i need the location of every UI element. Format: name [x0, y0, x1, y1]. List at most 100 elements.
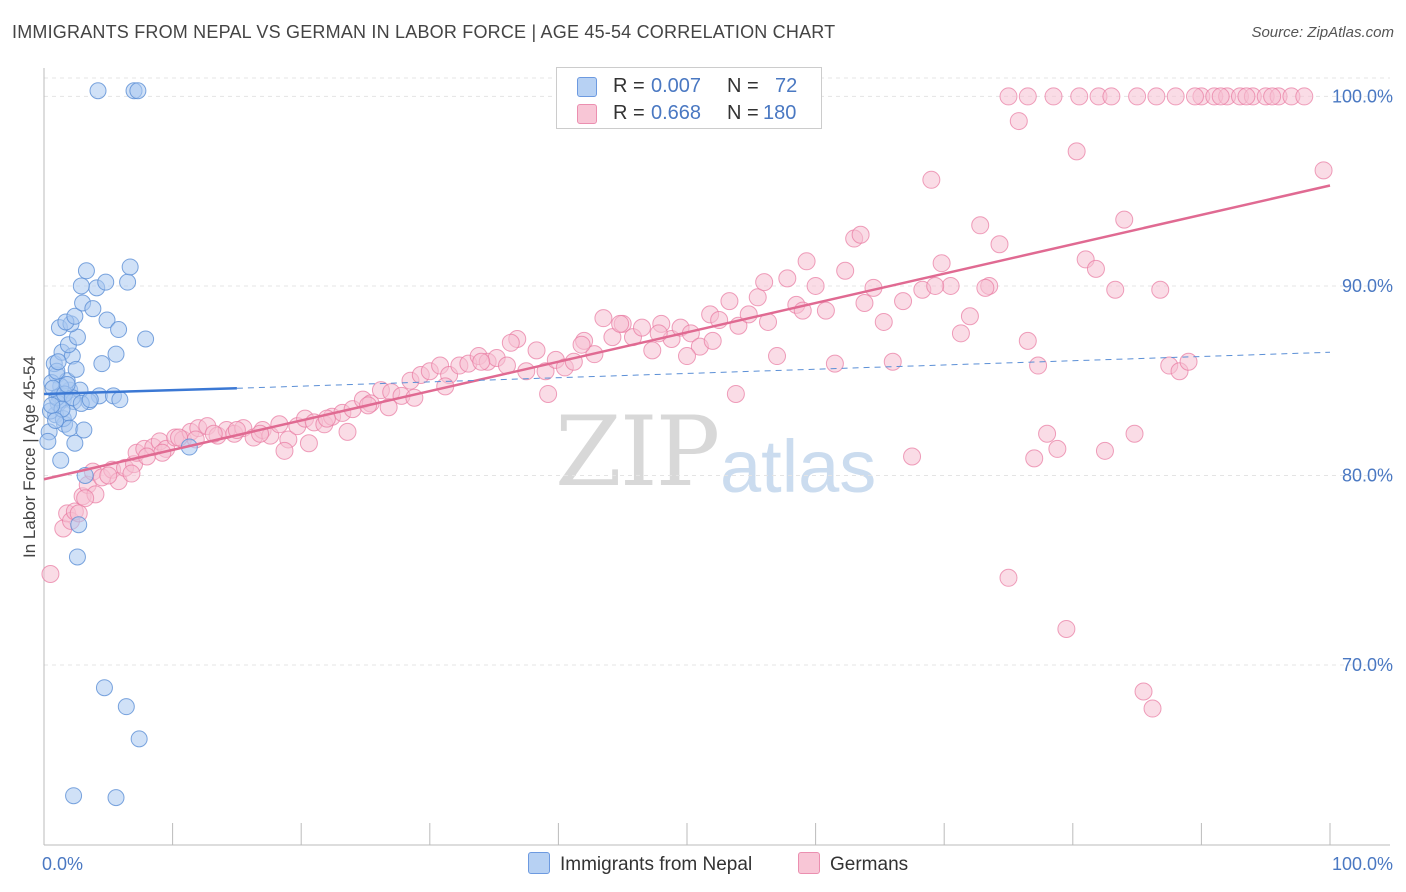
germans-points	[41, 87, 1333, 718]
nepal-point	[97, 273, 115, 291]
germans-point	[338, 422, 357, 441]
germans-point	[926, 276, 945, 295]
nepal-point	[117, 698, 135, 716]
germans-point	[1151, 280, 1170, 299]
y-tick-label: 100.0%	[1332, 86, 1393, 106]
germans-point	[1009, 112, 1028, 131]
germans-point	[1211, 87, 1230, 106]
germans-point	[1143, 699, 1162, 718]
legend-r-label: R =	[613, 75, 645, 97]
germans-point	[1147, 87, 1166, 106]
germans-point	[755, 273, 774, 292]
germans-point	[1128, 87, 1147, 106]
watermark-zip: ZIP	[555, 396, 720, 508]
germans-point	[1018, 331, 1037, 350]
germans-point	[941, 276, 960, 295]
nepal-point	[66, 434, 84, 452]
y-tick-label: 80.0%	[1342, 465, 1393, 485]
germans-point	[703, 331, 722, 350]
nepal-point	[61, 419, 79, 437]
germans-point	[1295, 87, 1314, 106]
germans-point	[1263, 87, 1282, 106]
legend-n-value: 72	[775, 75, 798, 97]
nepal-point	[68, 548, 86, 566]
legend-r-value: 0.007	[651, 75, 702, 97]
nepal-swatch	[528, 852, 550, 874]
germans-point	[1314, 161, 1333, 180]
germans-point	[379, 398, 398, 417]
germans-point	[572, 335, 591, 354]
germans-swatch	[798, 852, 820, 874]
germans-point	[1025, 449, 1044, 468]
germans-point	[1038, 424, 1057, 443]
germans-point	[678, 347, 696, 366]
germans-point	[932, 254, 951, 273]
germans-point	[883, 352, 902, 371]
nepal-point	[89, 82, 107, 100]
germans-point	[1086, 259, 1105, 278]
nepal-point	[66, 307, 84, 325]
germans-point	[99, 466, 118, 485]
germans-point	[1070, 87, 1089, 106]
correlation-legend: R = 0.007 N = 72 R = 0.668 N = 180	[556, 67, 822, 129]
germans-point	[122, 464, 141, 483]
germans-point	[1095, 441, 1114, 460]
germans-point	[894, 292, 913, 311]
germans-point	[405, 388, 424, 407]
germans-point	[874, 312, 893, 331]
germans-point	[643, 341, 662, 360]
nepal-point	[77, 262, 95, 280]
germans-point	[999, 87, 1018, 106]
nepal-point	[65, 787, 83, 805]
nepal-point	[49, 353, 67, 371]
bottom-legend-germans: Germans	[798, 852, 908, 876]
nepal-swatch	[577, 77, 597, 97]
nepal-point	[129, 82, 147, 100]
germans-point	[1106, 280, 1125, 299]
germans-point	[922, 170, 941, 189]
chart-source: Source: ZipAtlas.com	[1251, 24, 1394, 41]
germans-point	[971, 216, 990, 235]
nepal-point	[111, 391, 129, 409]
y-tick-label: 90.0%	[1342, 276, 1393, 296]
watermark-atlas: atlas	[720, 425, 877, 508]
germans-point	[1134, 682, 1153, 701]
y-tick-label: 70.0%	[1342, 655, 1393, 675]
germans-point	[903, 447, 922, 466]
germans-point	[1115, 210, 1134, 229]
germans-point	[603, 328, 622, 347]
germans-point	[1102, 87, 1121, 106]
germans-point	[41, 564, 60, 583]
germans-point	[855, 293, 874, 312]
germans-point	[536, 362, 555, 381]
legend-n-label: N =	[727, 102, 759, 124]
nepal-point	[39, 432, 57, 450]
germans-point	[632, 318, 651, 337]
x-tick-label: 0.0%	[42, 854, 83, 874]
germans-point	[720, 292, 739, 311]
germans-point	[836, 261, 855, 280]
germans-point	[1029, 356, 1048, 375]
nepal-point	[47, 411, 65, 429]
germans-point	[806, 276, 825, 295]
germans-point	[527, 341, 546, 360]
germans-point	[816, 301, 835, 320]
nepal-point	[43, 396, 61, 414]
nepal-point	[52, 451, 70, 469]
germans-trend-line	[43, 184, 1331, 481]
germans-point	[990, 235, 1009, 254]
germans-point	[594, 309, 613, 328]
legend-n-value: 180	[763, 102, 797, 124]
axes	[43, 68, 1390, 846]
germans-point	[999, 568, 1018, 587]
legend-n-label: N =	[727, 75, 759, 97]
nepal-point	[70, 516, 88, 534]
germans-point	[1166, 87, 1185, 106]
nepal-trend-line	[43, 387, 237, 396]
nepal-point	[121, 258, 139, 276]
nepal-point	[130, 730, 148, 748]
x-tick-label: 100.0%	[1332, 854, 1393, 874]
germans-point	[1067, 142, 1086, 161]
nepal-point	[107, 345, 125, 363]
chart-title: IMMIGRANTS FROM NEPAL VS GERMAN IN LABOR…	[12, 22, 836, 42]
